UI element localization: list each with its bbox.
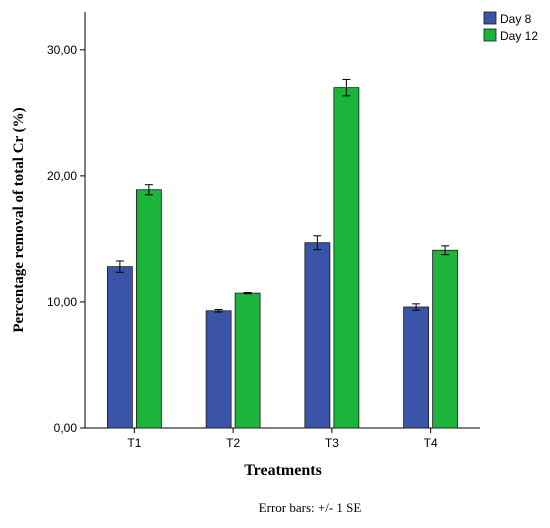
bar-day-12-t3: [333, 87, 360, 429]
y-tick-label: 20,00: [47, 169, 77, 183]
error-bars: [115, 78, 450, 313]
legend-label: Day 8: [500, 12, 532, 26]
x-axis-title: Treatments: [244, 462, 322, 479]
y-axis-title: Percentage removal of total Cr (%): [11, 107, 27, 332]
x-tick-label: T1: [127, 436, 141, 450]
bars: [106, 87, 459, 429]
x-tick-label: T3: [325, 436, 339, 450]
x-tick-label: T2: [226, 436, 240, 450]
y-tick-label: 0,00: [54, 421, 78, 435]
bar-day-12-t4: [432, 249, 459, 429]
error-bars-note: Error bars: +/- 1 SE: [259, 500, 362, 515]
error-bar: [441, 245, 450, 256]
legend-swatch: [483, 11, 497, 25]
error-bar: [144, 184, 153, 196]
legend-swatch: [483, 28, 497, 42]
bar-day-12-t1: [135, 189, 162, 429]
y-tick-label: 30,00: [47, 43, 77, 57]
bar-day-8-t3: [304, 242, 331, 429]
error-bar: [214, 309, 223, 313]
error-bar: [412, 303, 421, 311]
legend-label: Day 12: [500, 29, 538, 43]
x-tick-label: T4: [424, 436, 438, 450]
bar-day-12-t2: [234, 292, 261, 429]
error-bar: [342, 78, 351, 97]
legend-item: Day 8: [483, 11, 532, 26]
error-bar: [115, 260, 124, 273]
y-tick-label: 10,00: [47, 295, 77, 309]
bar-day-8-t1: [106, 266, 133, 429]
error-bar: [313, 235, 322, 251]
bar-day-8-t2: [205, 310, 232, 429]
bar-day-8-t4: [403, 306, 430, 429]
error-bar: [243, 291, 252, 295]
ticks: 0,00 10,00 20,00 30,00 T1 T2 T3 T4: [47, 43, 438, 450]
legend-item: Day 12: [483, 28, 538, 43]
legend: Day 8 Day 12: [483, 11, 538, 43]
